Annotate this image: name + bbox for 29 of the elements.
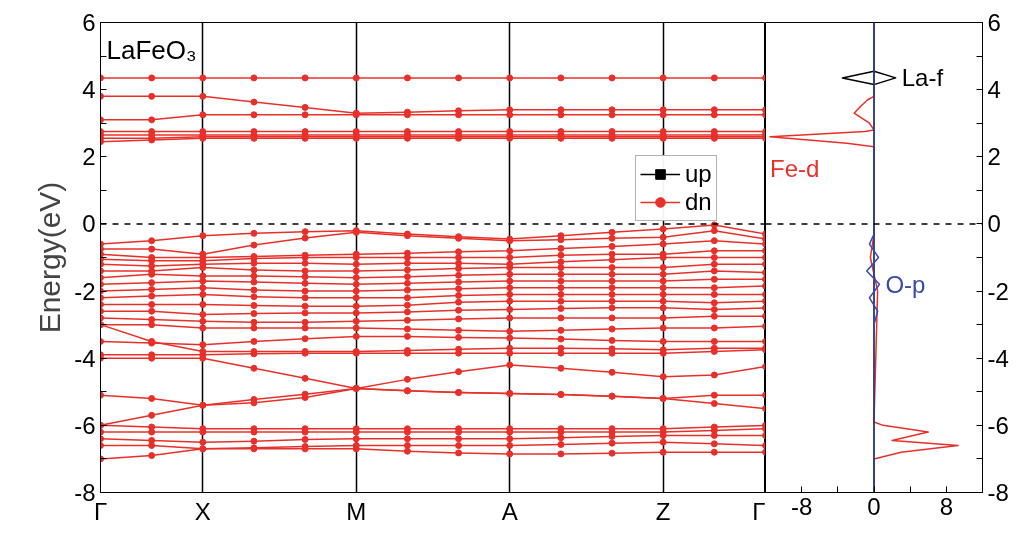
y-tick-label: 4 [82, 76, 96, 104]
y-axis-title: Energy(eV) [33, 181, 67, 334]
annotation: LaFeO₃ [106, 34, 197, 65]
y-tick-label: 6 [82, 9, 96, 36]
series-label: La-f [901, 64, 944, 92]
y-tick-label: 2 [82, 143, 96, 171]
y-tick-label: 0 [987, 210, 1001, 238]
y-tick-label: -4 [987, 344, 1009, 372]
series-label: O-p [885, 270, 926, 298]
y-tick-label: -2 [987, 277, 1009, 305]
x-tick-label: Γ [752, 497, 766, 525]
x-tick-label: 8 [939, 492, 954, 520]
y-tick-label: 4 [987, 76, 1001, 104]
y-tick-label: 0 [82, 210, 96, 238]
y-tick-label: 6 [987, 9, 1001, 36]
x-tick-label: X [194, 497, 211, 525]
x-tick-label: Z [655, 497, 671, 525]
x-tick-label: -8 [791, 492, 813, 520]
series-label: Fe-d [770, 154, 820, 182]
x-tick-label: A [501, 497, 518, 525]
y-tick-label: -6 [74, 411, 96, 439]
y-tick-label: 2 [987, 143, 1001, 171]
legend-label: dn [685, 187, 712, 216]
y-tick-label: -4 [74, 344, 96, 372]
x-tick-label: M [346, 497, 367, 525]
y-tick-label: -2 [74, 277, 96, 305]
y-tick-label: -6 [987, 411, 1009, 439]
legend-label: up [685, 159, 712, 188]
x-tick-label: 0 [867, 492, 881, 520]
